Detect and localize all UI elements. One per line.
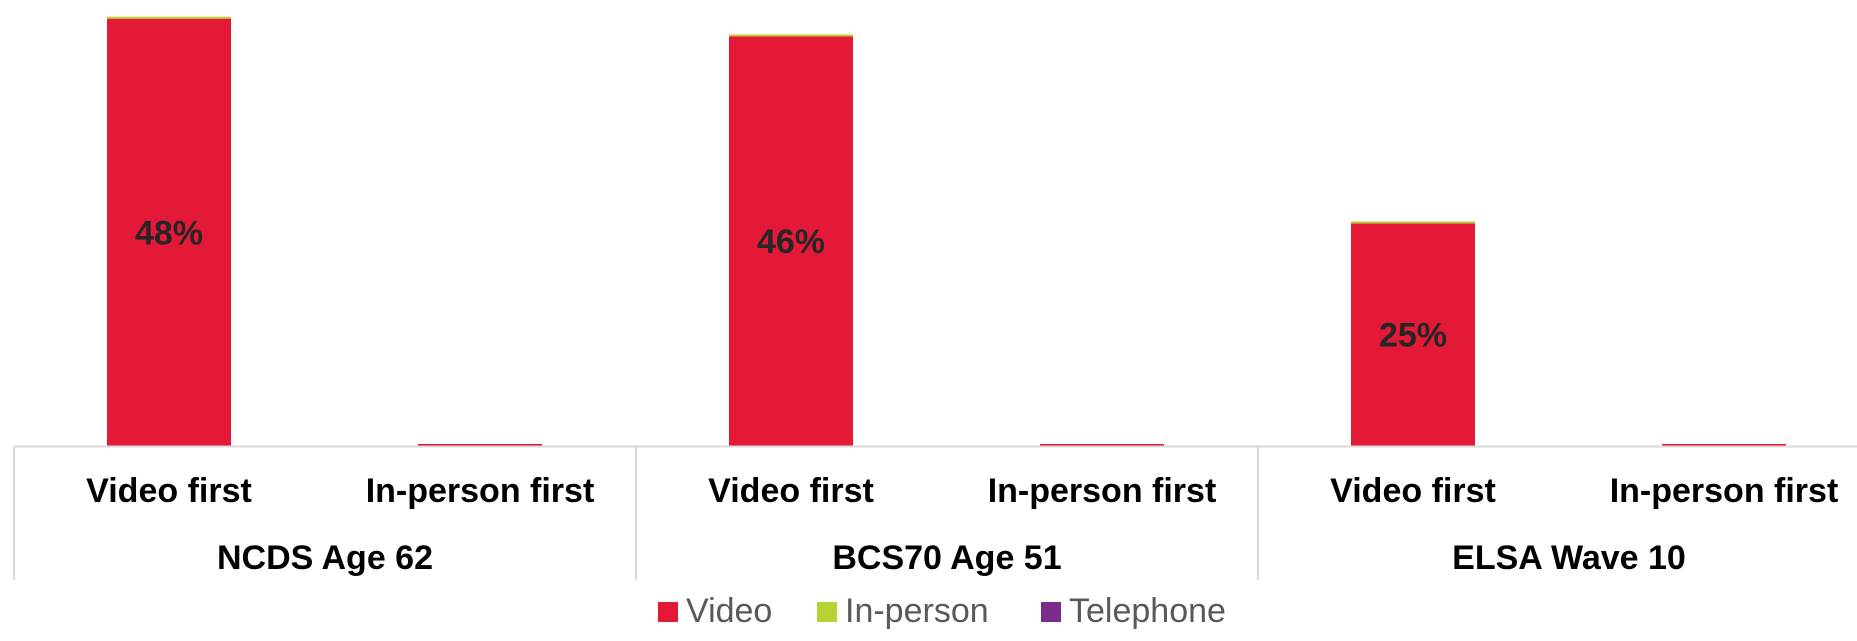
bar-video-1-1: [107, 18, 231, 446]
bars-layer: [107, 16, 1786, 446]
legend-label-telephone: Telephone: [1069, 592, 1226, 630]
legend: Video In-person Telephone: [658, 592, 1226, 630]
data-label-1-1: 48%: [135, 214, 203, 252]
data-label-3-1: 25%: [1379, 317, 1447, 355]
bar-labels-layer: 48% 46% 25%: [135, 214, 1447, 354]
bar-video-1-2: [418, 444, 542, 446]
category-label-3-1: Video first: [1330, 472, 1496, 510]
category-labels: Video first In-person first NCDS Age 62 Vid…: [86, 472, 1838, 577]
data-label-2-1: 46%: [757, 223, 825, 261]
category-label-1-2: In-person first: [366, 472, 595, 510]
legend-swatch-in-person: [817, 602, 837, 622]
bar-video-3-2: [1662, 444, 1786, 446]
bar-video-3-1: [1351, 223, 1475, 446]
bar-in-person-3-1: [1351, 221, 1475, 224]
bar-in-person-1-1: [107, 16, 231, 19]
category-label-3-2: In-person first: [1610, 472, 1839, 510]
category-axis: [13, 445, 1857, 580]
legend-label-in-person: In-person: [845, 592, 989, 630]
category-label-2-1: Video first: [708, 472, 874, 510]
legend-label-video: Video: [686, 592, 772, 630]
group-label-3: ELSA Wave 10: [1452, 539, 1686, 577]
bar-in-person-2-1: [729, 34, 853, 37]
bar-video-2-1: [729, 36, 853, 446]
group-label-1: NCDS Age 62: [217, 539, 433, 577]
category-label-2-2: In-person first: [988, 472, 1217, 510]
category-label-1-1: Video first: [86, 472, 252, 510]
bar-video-2-2: [1040, 444, 1164, 446]
group-label-2: BCS70 Age 51: [832, 539, 1061, 577]
legend-swatch-video: [658, 602, 678, 622]
legend-swatch-telephone: [1041, 602, 1061, 622]
